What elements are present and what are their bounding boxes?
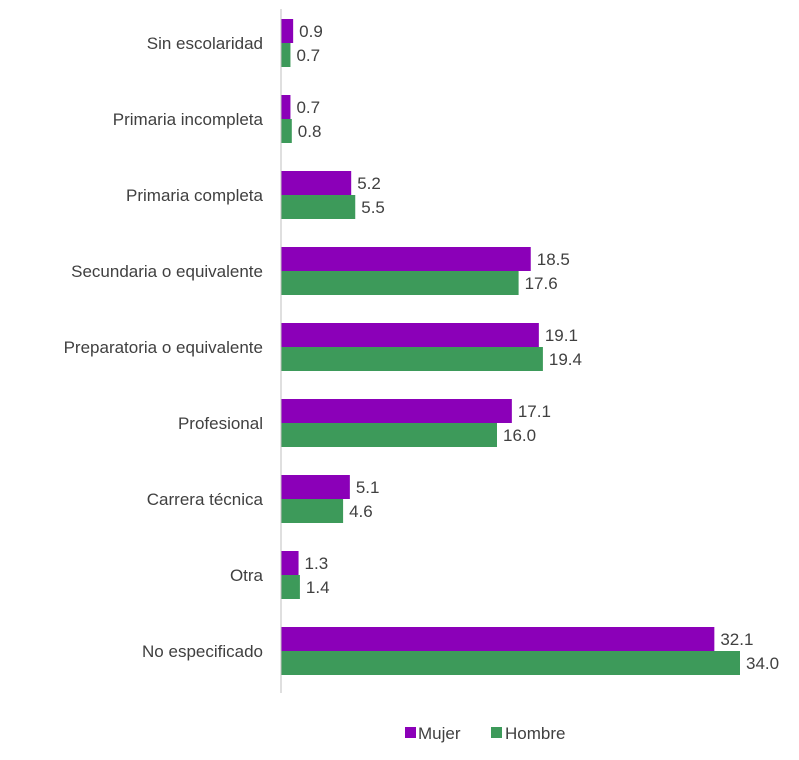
bar-mujer-primaria-incompleta	[281, 95, 291, 119]
bar-mujer-primaria-completa	[281, 171, 352, 195]
bar-hombre-primaria-completa	[281, 195, 356, 219]
value-label-hombre-carrera-tecnica: 4.6	[349, 502, 373, 521]
value-label-hombre-secundaria-o-equivalente: 17.6	[525, 274, 558, 293]
category-label-secundaria-o-equivalente: Secundaria o equivalente	[71, 262, 263, 281]
bar-hombre-otra	[281, 575, 300, 599]
value-label-hombre-sin-escolaridad: 0.7	[296, 46, 320, 65]
value-label-mujer-preparatoria-o-equivalente: 19.1	[545, 326, 578, 345]
bar-hombre-carrera-tecnica	[281, 499, 344, 523]
bar-mujer-preparatoria-o-equivalente	[281, 323, 539, 347]
category-label-otra: Otra	[230, 566, 264, 585]
legend-swatch-mujer	[405, 727, 416, 738]
bar-hombre-no-especificado	[281, 651, 740, 675]
value-label-hombre-preparatoria-o-equivalente: 19.4	[549, 350, 582, 369]
bars-layer	[281, 19, 740, 675]
bar-mujer-sin-escolaridad	[281, 19, 294, 43]
value-label-hombre-profesional: 16.0	[503, 426, 536, 445]
category-label-preparatoria-o-equivalente: Preparatoria o equivalente	[64, 338, 263, 357]
value-label-mujer-sin-escolaridad: 0.9	[299, 22, 323, 41]
value-label-mujer-carrera-tecnica: 5.1	[356, 478, 380, 497]
legend-label-mujer: Mujer	[418, 724, 461, 743]
bar-mujer-no-especificado	[281, 627, 715, 651]
bar-hombre-secundaria-o-equivalente	[281, 271, 519, 295]
category-label-primaria-completa: Primaria completa	[126, 186, 264, 205]
category-label-no-especificado: No especificado	[142, 642, 263, 661]
value-label-hombre-otra: 1.4	[306, 578, 330, 597]
bar-hombre-preparatoria-o-equivalente	[281, 347, 543, 371]
bar-mujer-carrera-tecnica	[281, 475, 350, 499]
legend-swatch-hombre	[491, 727, 502, 738]
value-label-mujer-profesional: 17.1	[518, 402, 551, 421]
category-labels: Sin escolaridad Primaria incompleta Primar…	[64, 34, 264, 661]
value-label-hombre-primaria-incompleta: 0.8	[298, 122, 322, 141]
bar-hombre-profesional	[281, 423, 497, 447]
value-label-mujer-otra: 1.3	[305, 554, 329, 573]
value-label-hombre-no-especificado: 34.0	[746, 654, 779, 673]
value-label-mujer-primaria-completa: 5.2	[357, 174, 381, 193]
bar-hombre-primaria-incompleta	[281, 119, 292, 143]
category-label-primaria-incompleta: Primaria incompleta	[113, 110, 264, 129]
category-label-carrera-tecnica: Carrera técnica	[147, 490, 264, 509]
value-label-mujer-secundaria-o-equivalente: 18.5	[537, 250, 570, 269]
bar-hombre-sin-escolaridad	[281, 43, 291, 67]
category-label-profesional: Profesional	[178, 414, 263, 433]
value-labels: 0.9 0.7 0.7 0.8 5.2 5.5 18.5 17.6 19.1 19.4 17.1 16…	[296, 22, 779, 673]
bar-mujer-secundaria-o-equivalente	[281, 247, 531, 271]
category-label-sin-escolaridad: Sin escolaridad	[147, 34, 263, 53]
legend-label-hombre: Hombre	[505, 724, 565, 743]
value-label-hombre-primaria-completa: 5.5	[361, 198, 385, 217]
legend: Mujer Hombre	[405, 724, 565, 743]
bar-mujer-profesional	[281, 399, 512, 423]
value-label-mujer-no-especificado: 32.1	[720, 630, 753, 649]
bar-mujer-otra	[281, 551, 299, 575]
value-label-mujer-primaria-incompleta: 0.7	[296, 98, 320, 117]
